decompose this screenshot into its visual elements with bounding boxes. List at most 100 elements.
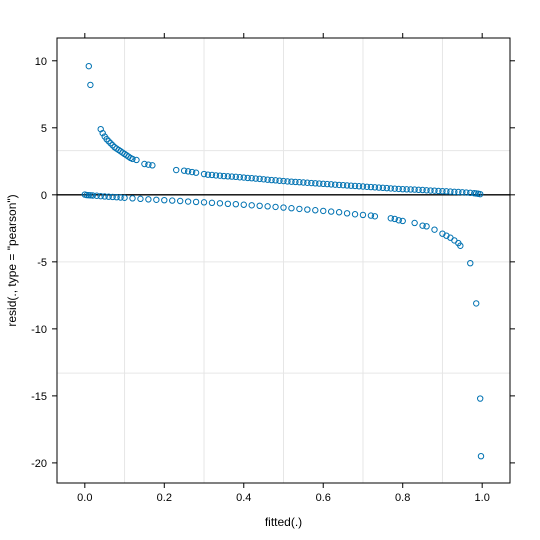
data-point <box>477 452 485 460</box>
y-tick-label: -10 <box>31 324 47 336</box>
data-point <box>296 179 303 186</box>
x-axis-label: fitted(.) <box>265 515 302 529</box>
data-point <box>411 186 418 193</box>
data-point <box>216 200 224 207</box>
data-point <box>343 210 351 217</box>
data-point <box>240 174 247 181</box>
data-point <box>399 217 406 225</box>
data-points <box>81 62 485 460</box>
data-point <box>415 186 422 194</box>
data-point <box>216 172 224 179</box>
data-point <box>419 186 426 194</box>
data-point <box>292 178 299 186</box>
data-point <box>473 300 480 307</box>
data-point <box>427 187 434 194</box>
data-point <box>276 177 283 184</box>
data-point <box>467 259 474 267</box>
data-point <box>375 184 383 191</box>
data-point <box>85 62 92 70</box>
data-point <box>280 204 287 211</box>
data-point <box>99 129 106 137</box>
data-point <box>391 185 398 192</box>
data-point <box>359 211 367 219</box>
data-point <box>455 188 462 196</box>
data-point <box>331 181 339 188</box>
data-point <box>83 191 91 199</box>
y-tick-label: -5 <box>37 257 47 269</box>
data-point <box>180 167 188 174</box>
data-point <box>272 203 279 211</box>
data-point <box>324 180 331 188</box>
data-point <box>312 207 319 214</box>
data-point <box>109 193 116 201</box>
data-point <box>232 201 240 208</box>
data-point <box>141 160 148 168</box>
data-point <box>228 173 236 180</box>
data-point <box>105 193 112 200</box>
data-point <box>407 186 414 193</box>
data-point <box>463 189 470 196</box>
data-point <box>87 81 94 89</box>
data-point <box>403 186 410 193</box>
x-tick-label: 0.0 <box>77 492 92 504</box>
data-point <box>379 184 387 192</box>
data-point <box>85 192 92 199</box>
data-point <box>244 174 251 182</box>
data-point <box>411 219 418 227</box>
data-point <box>87 192 94 199</box>
x-tick-label: 0.4 <box>236 492 251 504</box>
x-tick-label: 0.2 <box>157 492 172 504</box>
data-point <box>363 183 371 190</box>
data-point <box>117 194 124 201</box>
y-tick-label: 5 <box>41 123 47 135</box>
data-point <box>169 197 176 204</box>
data-point <box>224 173 232 180</box>
data-point <box>232 173 240 181</box>
data-point <box>367 212 375 219</box>
data-point <box>192 198 200 206</box>
data-point <box>320 180 327 188</box>
data-point <box>236 174 243 181</box>
data-point <box>359 183 367 190</box>
y-tick-label: 0 <box>41 190 47 202</box>
data-point <box>97 192 104 200</box>
grid-lines <box>57 38 510 483</box>
data-point <box>145 196 152 203</box>
data-point <box>316 180 323 187</box>
data-point <box>312 180 319 187</box>
data-point <box>149 162 156 169</box>
x-tick-label: 1.0 <box>475 492 490 504</box>
data-point <box>387 215 394 222</box>
plot-frame <box>56 37 511 484</box>
data-point <box>173 166 180 174</box>
y-axis-label: resid(., type = "pearson") <box>5 194 19 326</box>
data-point <box>339 181 347 189</box>
data-point <box>220 172 228 180</box>
data-point <box>252 175 259 182</box>
data-point <box>153 196 160 203</box>
data-point <box>200 170 208 178</box>
data-point <box>268 176 275 184</box>
data-point <box>431 226 438 233</box>
data-point <box>387 185 394 192</box>
data-point <box>477 190 484 198</box>
data-point <box>161 196 168 204</box>
data-point <box>296 205 303 213</box>
data-point <box>105 138 112 145</box>
x-tick-label: 0.8 <box>395 492 410 504</box>
data-point <box>367 183 375 191</box>
data-point <box>93 192 100 199</box>
data-point <box>89 192 96 199</box>
data-point <box>264 176 271 183</box>
data-point <box>443 188 450 195</box>
data-point <box>431 187 438 194</box>
data-point <box>304 206 311 213</box>
data-point <box>113 194 120 201</box>
data-point <box>133 156 140 164</box>
data-point <box>300 179 307 186</box>
data-point <box>327 208 335 215</box>
data-point <box>192 169 200 176</box>
data-point <box>423 187 430 194</box>
data-point <box>308 179 315 187</box>
data-point <box>477 395 484 402</box>
